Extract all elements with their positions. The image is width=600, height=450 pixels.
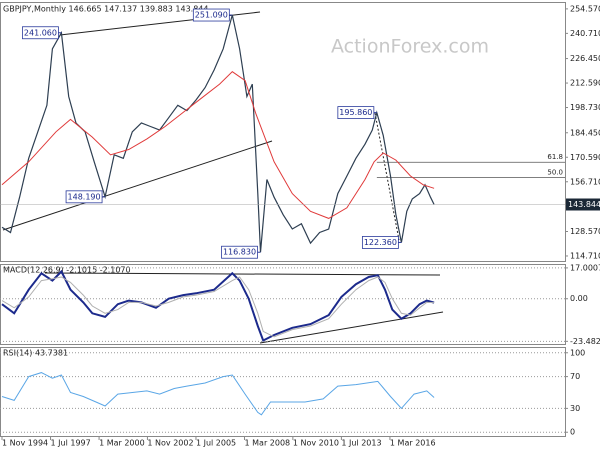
x-tick-label: 1 Nov 1994 [2, 439, 48, 448]
annotation-label: 195.860 [339, 108, 372, 117]
y-tick-label: -23.4823 [570, 337, 600, 346]
annotation-box [192, 8, 230, 22]
y-tick-label: 170.590 [570, 153, 600, 162]
annotation-box [337, 106, 375, 120]
annotation-box [65, 190, 103, 204]
series-line [1, 269, 435, 342]
y-tick-label: 240.710 [570, 29, 600, 38]
trend-line [2, 140, 273, 231]
last-price-box [566, 198, 600, 211]
y-tick-label: 30 [570, 404, 580, 413]
x-tick-label: 1 Nov 2010 [293, 439, 339, 448]
fib-line [374, 112, 400, 241]
watermark: ActionForex.com [331, 36, 489, 58]
y-tick-label: 156.710 [570, 177, 600, 186]
series-line [1, 276, 435, 338]
y-tick-label: 100 [570, 348, 585, 357]
series-line [1, 372, 435, 416]
x-tick-label: 1 Mar 2016 [390, 439, 436, 448]
x-tick-label: 1 Jul 2005 [196, 439, 236, 448]
y-tick-label: 226.450 [570, 54, 600, 63]
y-tick-label: 17.0007 [570, 263, 600, 272]
x-tick-label: 1 Nov 2002 [147, 439, 193, 448]
x-tick-label: 1 Mar 2008 [245, 439, 291, 448]
fib-label: 61.8 [547, 153, 563, 161]
annotation-label: 122.360 [364, 238, 397, 247]
x-tick-label: 1 Jul 1997 [51, 439, 91, 448]
y-tick-label: 114.710 [570, 251, 600, 260]
x-tick-label: 1 Jul 2013 [341, 439, 381, 448]
rsi-title: RSI(14) 43.7381 [3, 349, 68, 358]
macd-title: MACD(12,26,9) -2.1015 -2.1070 [3, 266, 131, 275]
y-tick-label: 0.00 [570, 294, 588, 303]
annotation-label: 116.830 [223, 248, 256, 257]
annotation-box [361, 236, 399, 249]
y-tick-label: 70 [570, 372, 580, 381]
series-line [1, 71, 435, 219]
annotation-box [22, 26, 59, 40]
annotation-box [221, 245, 258, 259]
y-tick-label: 254.570 [570, 4, 600, 13]
y-tick-label: 212.590 [570, 79, 600, 88]
chart-title: GBPJPY,Monthly 146.665 147.137 139.883 1… [3, 5, 208, 14]
rsi-panel [0, 347, 566, 437]
x-tick-label: 1 Mar 2000 [99, 439, 145, 448]
y-tick-label: 184.450 [570, 128, 600, 137]
y-tick-label: 128.570 [570, 227, 600, 236]
last-price-label: 143.844 [568, 200, 600, 209]
price-panel [0, 2, 566, 262]
annotation-label: 148.190 [68, 192, 101, 201]
trend-line [44, 272, 441, 276]
annotation-label: 241.060 [24, 28, 57, 37]
fib-label: 50.0 [547, 169, 563, 177]
trend-line [259, 311, 444, 344]
y-tick-label: 198.730 [570, 103, 600, 112]
macd-panel [0, 264, 566, 345]
y-tick-label: 0 [570, 428, 575, 437]
annotation-label: 251.090 [195, 11, 228, 20]
